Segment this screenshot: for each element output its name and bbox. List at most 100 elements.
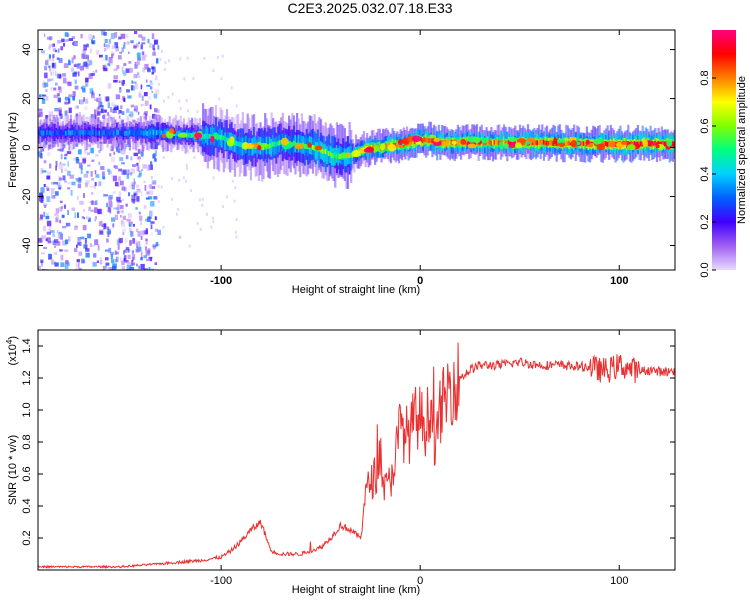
- y-tick-label: 1.0: [21, 402, 33, 417]
- ridge-cell: [261, 144, 264, 150]
- ridge-cell: [81, 129, 84, 135]
- noise-cell: [88, 59, 92, 64]
- noise-cell: [57, 107, 62, 112]
- x-tick-label: -100: [210, 275, 232, 287]
- ridge-cell: [238, 141, 241, 147]
- ridge-peak: [672, 143, 675, 148]
- noise-cell: [146, 191, 150, 195]
- ridge-cell: [235, 141, 238, 147]
- ridge-peak: [608, 140, 616, 148]
- ridge-peak: [244, 144, 255, 149]
- noise-cell: [85, 252, 90, 258]
- ridge-cell: [541, 139, 544, 145]
- noise-cell: [44, 72, 48, 79]
- ridge-cell: [485, 140, 488, 146]
- noise-cell: [76, 259, 80, 263]
- noise-cell: [64, 96, 70, 101]
- noise-cell: [46, 196, 51, 203]
- noise-cell: [42, 82, 46, 85]
- ridge-cell: [350, 152, 353, 158]
- noise-cell: [64, 157, 67, 160]
- x-tick-label: 100: [610, 275, 628, 287]
- ridge-cell: [652, 141, 655, 147]
- ridge-cell: [89, 130, 92, 136]
- noise-cell: [137, 148, 141, 154]
- noise-cell: [154, 40, 157, 45]
- noise-cell: [68, 38, 74, 41]
- noise-cell: [90, 147, 94, 154]
- noise-cell: [160, 185, 163, 189]
- noise-cell: [52, 69, 55, 76]
- noise-cell: [65, 239, 69, 245]
- noise-cell: [122, 70, 125, 74]
- noise-cell: [64, 153, 68, 156]
- noise-cell: [90, 209, 94, 212]
- noise-cell: [120, 33, 126, 39]
- noise-cell: [107, 232, 110, 237]
- colorbar-tick-label: 0.6: [699, 118, 711, 133]
- noise-cell: [57, 40, 62, 44]
- noise-cell: [103, 64, 107, 70]
- noise-cell: [132, 254, 136, 260]
- noise-cell: [60, 153, 63, 160]
- noise-cell: [130, 156, 133, 161]
- noise-cell: [57, 93, 60, 97]
- ridge-cell: [547, 140, 550, 146]
- noise-cell: [144, 63, 149, 70]
- noise-cell: [74, 79, 77, 84]
- noise-cell: [46, 220, 52, 227]
- noise-cell: [41, 98, 46, 104]
- noise-cell: [80, 236, 85, 240]
- ridge-cell: [289, 141, 292, 147]
- noise-cell: [126, 89, 130, 93]
- noise-cell: [152, 66, 156, 73]
- noise-cell: [125, 68, 130, 73]
- noise-cell: [95, 154, 99, 157]
- ridge-cell: [544, 140, 547, 146]
- noise-cell: [60, 46, 64, 51]
- ridge-cell: [112, 130, 115, 136]
- noise-cell: [67, 161, 69, 167]
- ridge-cell: [272, 141, 275, 147]
- ridge-cell: [303, 143, 307, 149]
- noise-cell: [127, 95, 132, 99]
- ridge-cell: [57, 130, 60, 136]
- ridge-cell: [582, 141, 585, 146]
- noise-cell: [137, 175, 140, 178]
- noise-cell: [52, 43, 55, 47]
- ridge-cell: [152, 129, 155, 135]
- noise-cell: [86, 216, 90, 220]
- noise-cell: [61, 38, 65, 43]
- ridge-cell: [157, 129, 160, 135]
- y-tick-label: 1.2: [21, 370, 33, 385]
- noise-cell: [43, 211, 46, 218]
- ridge-cell: [399, 143, 402, 149]
- noise-cell: [101, 30, 106, 36]
- noise-cell: [38, 265, 41, 269]
- noise-cell: [105, 257, 109, 261]
- ridge-cell: [155, 130, 158, 136]
- noise-cell: [77, 71, 80, 77]
- ridge-cell: [85, 129, 88, 135]
- noise-cell: [59, 231, 63, 235]
- noise-cell: [54, 109, 59, 113]
- ridge-cell: [327, 151, 330, 156]
- ridge-cell: [495, 140, 498, 145]
- noise-cell: [83, 193, 85, 199]
- noise-cell: [45, 59, 48, 64]
- ridge-cell: [372, 144, 375, 150]
- noise-cell: [135, 228, 139, 232]
- noise-cell: [83, 244, 86, 249]
- ridge-cell: [339, 154, 342, 160]
- noise-cell: [104, 109, 107, 113]
- noise-cell: [123, 63, 127, 67]
- noise-cell: [101, 223, 106, 228]
- noise-cell: [41, 252, 45, 255]
- ridge-peak: [374, 145, 380, 152]
- ridge-cell: [103, 130, 106, 135]
- noise-cell: [67, 262, 70, 266]
- noise-cell: [115, 94, 121, 100]
- noise-cell: [108, 170, 113, 174]
- noise-cell: [121, 47, 124, 53]
- noise-cell: [151, 90, 154, 94]
